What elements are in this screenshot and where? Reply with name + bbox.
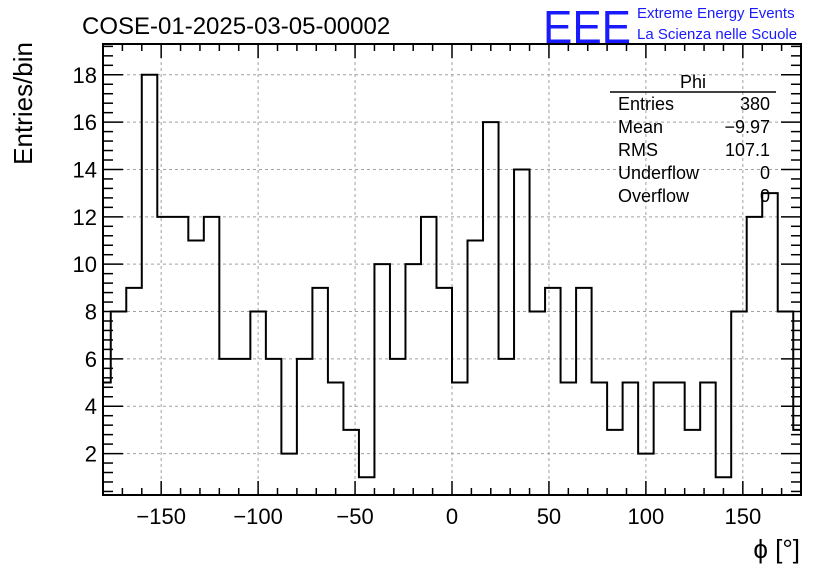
y-tick-label: 12 <box>73 205 97 230</box>
histogram-bin <box>173 217 189 495</box>
stats-label: Overflow <box>618 186 690 206</box>
plot-title: COSE-01-2025-03-05-00002 <box>82 13 390 40</box>
eee-logo: EEE <box>543 1 631 53</box>
histogram-bin <box>685 430 701 495</box>
y-tick-label: 14 <box>73 157 97 182</box>
x-tick-labels: −150 −100 −50 0 50 100 150 <box>136 504 761 529</box>
histogram-bin <box>281 454 297 495</box>
histogram-bin <box>157 217 173 495</box>
histogram-bin <box>235 359 251 495</box>
stats-label: RMS <box>618 140 658 160</box>
histogram-bin <box>436 288 452 495</box>
histogram-bin <box>669 383 685 495</box>
histogram-bin <box>514 169 530 495</box>
stats-label: Entries <box>618 94 674 114</box>
histogram-bin <box>545 288 561 495</box>
histogram-bin <box>266 359 282 495</box>
y-tick-labels: 2 4 6 8 10 12 14 16 18 <box>73 63 97 467</box>
histogram-bin <box>219 359 235 495</box>
histogram-bin <box>592 383 608 495</box>
logo-line-1: Extreme Energy Events <box>637 5 795 22</box>
y-tick-label: 4 <box>85 394 97 419</box>
stats-value: 0 <box>760 186 770 206</box>
histogram-bin <box>700 383 716 495</box>
stats-title: Phi <box>680 72 706 92</box>
histogram-bin <box>731 312 747 495</box>
histogram-series <box>103 73 801 495</box>
histogram-bin <box>499 359 515 495</box>
histogram-bin <box>343 430 359 495</box>
histogram-outline <box>103 73 801 479</box>
x-tick-label: 0 <box>446 504 458 529</box>
y-tick-label: 6 <box>85 347 97 372</box>
histogram-bin <box>188 240 204 495</box>
histogram-bin <box>126 288 142 495</box>
x-tick-label: 100 <box>628 504 665 529</box>
histogram-bin <box>421 217 437 495</box>
logo-line-2: La Scienza nelle Scuole <box>637 26 797 43</box>
histogram-bin <box>561 383 577 495</box>
histogram-bin <box>312 288 328 495</box>
x-axis-title: ϕ [°] <box>753 534 800 564</box>
histogram-bin <box>405 264 421 495</box>
histogram-bin <box>530 312 546 495</box>
histogram-bin <box>390 359 406 495</box>
stats-label: Underflow <box>618 163 700 183</box>
histogram-bin <box>297 359 313 495</box>
y-tick-label: 10 <box>73 252 97 277</box>
y-tick-label: 16 <box>73 110 97 135</box>
x-tick-label: 50 <box>537 504 561 529</box>
axis-ticks <box>103 44 801 495</box>
histogram-bin <box>778 312 794 495</box>
x-tick-label: −150 <box>136 504 186 529</box>
histogram-bin <box>762 193 778 495</box>
histogram-bin <box>328 383 344 495</box>
y-axis-title: Entries/bin <box>8 42 38 165</box>
stats-value: 380 <box>740 94 770 114</box>
x-tick-label: −50 <box>336 504 373 529</box>
histogram-bin <box>359 477 375 495</box>
histogram-bin <box>374 264 390 495</box>
x-tick-label: −100 <box>233 504 283 529</box>
stats-value: 107.1 <box>725 140 770 160</box>
histogram-bin <box>483 122 499 495</box>
histogram-bin <box>142 75 158 495</box>
stats-value: −9.97 <box>724 117 770 137</box>
histogram-bin <box>654 383 670 495</box>
stats-label: Mean <box>618 117 663 137</box>
histogram-bin <box>607 430 623 495</box>
histogram-bin <box>250 312 266 495</box>
stats-box: Phi Entries 380 Mean −9.97 RMS 107.1 Underflow… <box>610 72 776 206</box>
histogram-bin <box>623 383 639 495</box>
histogram-bin <box>747 217 763 495</box>
y-tick-label: 18 <box>73 63 97 88</box>
histogram-bin <box>452 383 468 495</box>
histogram-bin <box>576 288 592 495</box>
x-tick-label: 150 <box>724 504 761 529</box>
histogram-bin <box>111 312 127 495</box>
histogram-bin <box>468 240 484 495</box>
stats-value: 0 <box>760 163 770 183</box>
stats-rows: Entries 380 Mean −9.97 RMS 107.1 Underflow 0 Ove… <box>618 94 770 206</box>
histogram-bin <box>204 217 220 495</box>
y-tick-label: 2 <box>85 442 97 467</box>
y-tick-label: 8 <box>85 300 97 325</box>
